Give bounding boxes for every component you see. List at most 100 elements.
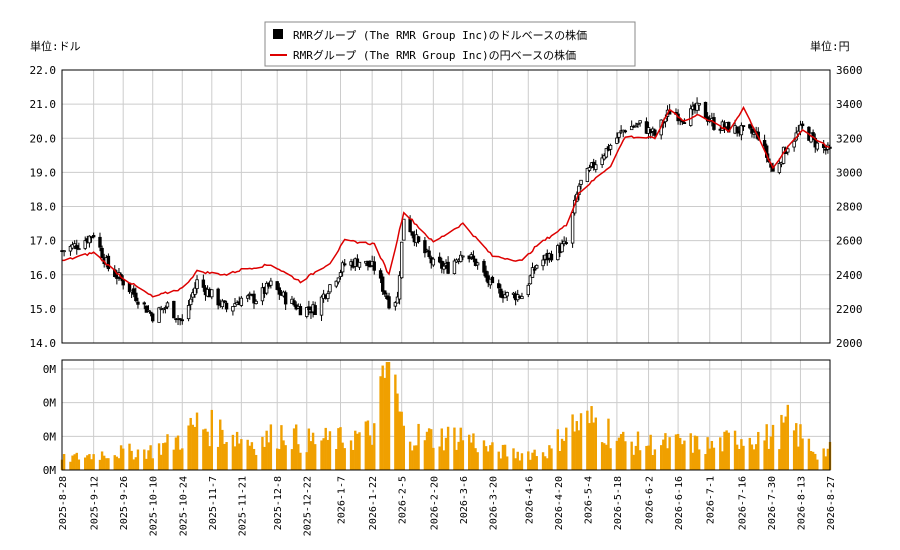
candle-body: [461, 255, 465, 258]
candle-body: [408, 218, 412, 233]
volume-bar: [520, 453, 524, 470]
candle-body: [178, 318, 182, 321]
volume-bar: [459, 427, 462, 470]
volume-bar: [792, 430, 796, 470]
candle-body: [459, 254, 463, 262]
candle-body: [735, 126, 739, 133]
volume-bar: [518, 460, 522, 470]
volume-bar: [664, 433, 667, 470]
candle-body: [490, 276, 495, 284]
candle-body: [617, 132, 621, 138]
volume-bar: [385, 362, 389, 470]
volume-bar: [577, 430, 581, 470]
volume-bar: [632, 454, 635, 470]
candle-body: [410, 231, 414, 236]
volume-tick-label: 0M: [43, 363, 57, 376]
volume-bar: [541, 452, 545, 470]
volume-bar: [778, 449, 781, 470]
volume-bar: [90, 459, 93, 470]
volume-bar: [579, 413, 583, 470]
candle-body: [334, 280, 338, 287]
candle-body: [604, 148, 609, 158]
volume-bar: [801, 438, 804, 470]
volume-bar: [105, 458, 108, 470]
candle-body: [608, 144, 613, 150]
volume-bar: [440, 428, 443, 470]
candle-body: [180, 319, 184, 322]
volume-bar: [187, 425, 190, 470]
volume-bar: [438, 446, 441, 470]
volume-bar: [444, 437, 448, 470]
candle-body: [446, 261, 450, 274]
candle-body: [427, 250, 431, 257]
volume-bar: [484, 446, 488, 470]
volume-bar: [147, 450, 150, 470]
volume-bar: [75, 452, 78, 470]
x-tick-label: 2026-8-27: [826, 476, 837, 530]
volume-bar: [712, 447, 716, 470]
volume-bar: [238, 443, 241, 470]
candle-body: [800, 123, 805, 127]
volume-axis-ticks: 0M 0M 0M 0M: [43, 363, 57, 477]
candle-body: [383, 290, 387, 295]
volume-bar: [797, 446, 800, 470]
legend-usd-marker: [273, 29, 283, 39]
candle-body: [298, 306, 303, 316]
x-tick-label: 2026-4-6: [524, 476, 535, 524]
volume-bar: [164, 442, 167, 470]
volume-bar: [512, 448, 515, 470]
volume-bar: [470, 442, 473, 470]
candle-body: [423, 240, 427, 254]
candle-body: [442, 265, 446, 270]
volume-bar: [605, 444, 608, 470]
volume-bar: [782, 422, 785, 470]
candle-body: [210, 289, 214, 298]
left-tick-label: 14.0: [30, 337, 57, 350]
candle-body: [437, 256, 442, 263]
volume-bar: [174, 437, 178, 470]
candle-body: [245, 295, 250, 299]
volume-bar: [710, 440, 714, 470]
volume-bar: [603, 443, 606, 470]
candle-body: [615, 137, 619, 144]
candle-body: [393, 302, 398, 307]
volume-bar: [742, 445, 745, 470]
volume-bar: [425, 431, 429, 470]
volume-bar: [193, 426, 197, 470]
volume-bar: [765, 424, 768, 470]
volume-bar: [313, 444, 317, 470]
candle-body: [594, 164, 598, 170]
right-tick-label: 3600: [836, 64, 863, 77]
volume-bar: [159, 454, 163, 470]
volume-bar: [727, 432, 730, 470]
volume-bar: [231, 434, 235, 470]
x-tick-label: 2026-6-16: [674, 476, 685, 530]
candle-body: [471, 255, 476, 260]
volume-bar: [280, 425, 283, 470]
volume-bar: [417, 423, 420, 470]
x-tick-label: 2026-2-5: [398, 476, 409, 524]
volume-bar: [784, 416, 787, 470]
candle-body: [484, 270, 488, 278]
volume-bar: [649, 434, 652, 470]
candle-body: [132, 288, 136, 295]
volume-bar: [351, 449, 355, 470]
left-tick-label: 16.0: [30, 269, 57, 282]
candle-body: [549, 253, 554, 261]
candle-body: [172, 300, 176, 319]
volume-tick-label: 0M: [43, 464, 57, 477]
volume-bar: [358, 432, 361, 470]
volume-bar: [204, 428, 207, 470]
right-tick-label: 3200: [836, 132, 863, 145]
candle-body: [475, 262, 480, 266]
volume-bar: [499, 458, 503, 470]
candle-body: [697, 102, 701, 106]
x-tick-label: 2026-7-16: [737, 476, 748, 530]
x-tick-label: 2026-7-30: [767, 476, 778, 530]
volume-bar: [733, 430, 737, 470]
volume-bar: [486, 451, 490, 470]
volume-bar: [299, 452, 302, 470]
volume-bar: [453, 427, 456, 470]
candle-body: [473, 258, 478, 266]
